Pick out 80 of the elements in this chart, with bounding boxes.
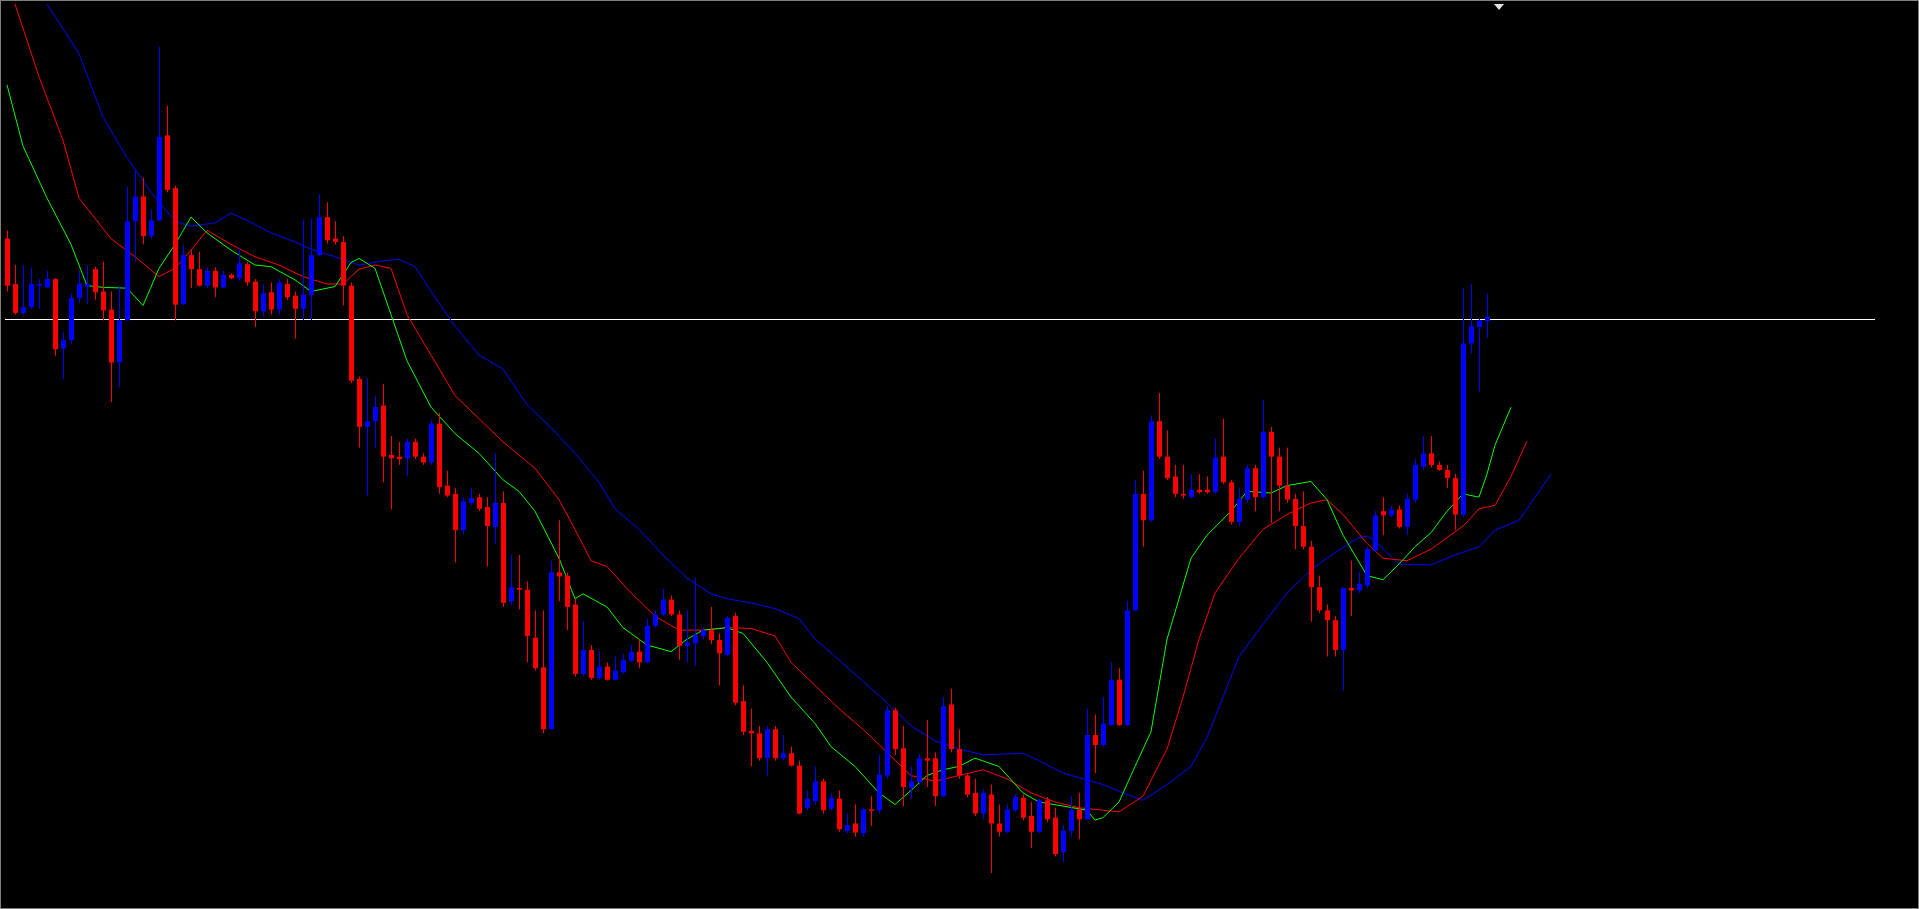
candlestick: [597, 650, 602, 681]
candlestick: [261, 283, 266, 318]
candlestick: [245, 261, 250, 287]
candlestick: [717, 632, 722, 686]
candlestick: [101, 261, 106, 321]
candlestick: [365, 377, 370, 496]
candlestick: [965, 772, 970, 798]
candlestick: [1397, 504, 1402, 530]
candlestick: [29, 267, 34, 310]
candlestick: [509, 554, 514, 606]
candlestick: [149, 209, 154, 240]
candlestick: [197, 251, 202, 288]
candlestick: [61, 331, 66, 380]
candlestick: [1485, 293, 1490, 339]
candlestick: [85, 264, 90, 305]
candlestick: [21, 264, 26, 316]
candlestick: [709, 606, 714, 645]
candlestick: [1381, 496, 1386, 536]
candlestick: [909, 765, 914, 800]
candlestick: [813, 765, 818, 805]
candlestick: [413, 438, 418, 460]
candlestick: [1421, 435, 1426, 471]
candlestick: [373, 395, 378, 449]
candlestick: [581, 620, 586, 677]
candlestick: [845, 813, 850, 834]
candlestick: [405, 438, 410, 477]
candlestick: [869, 795, 874, 827]
candlestick: [1357, 571, 1362, 594]
candlestick: [93, 266, 98, 301]
candlestick: [1285, 447, 1290, 504]
candlestick: [189, 249, 194, 289]
candlestick: [805, 789, 810, 811]
candlestick: [493, 452, 498, 544]
candlestick: [981, 788, 986, 820]
candlestick: [285, 278, 290, 301]
candlestick: [1093, 713, 1098, 774]
candlestick: [605, 661, 610, 682]
candlestick: [1429, 435, 1434, 468]
candlestick: [925, 719, 930, 788]
candlestick: [485, 496, 490, 568]
candlestick: [1237, 487, 1242, 527]
candlestick: [621, 653, 626, 675]
candlestick: [1477, 318, 1482, 392]
candlestick: [205, 267, 210, 289]
candlestick: [613, 656, 618, 682]
candlestick: [213, 267, 218, 298]
candlestick: [1165, 429, 1170, 481]
candlestick: [1173, 464, 1178, 498]
candlestick: [1445, 464, 1450, 489]
candlestick: [973, 778, 978, 817]
candlestick: [269, 281, 274, 316]
candlestick: [1069, 795, 1074, 838]
candlestick: [1029, 801, 1034, 849]
candlestick: [669, 594, 674, 617]
candlestick: [861, 807, 866, 838]
candlestick: [853, 803, 858, 838]
candlestick: [1317, 575, 1322, 614]
candlestick: [237, 248, 242, 282]
candlestick: [557, 519, 562, 602]
candlestick: [301, 219, 306, 321]
candlestick: [1325, 604, 1330, 658]
candlestick: [325, 201, 330, 245]
candlestick: [517, 554, 522, 610]
candlestick: [637, 638, 642, 669]
candlestick: [693, 577, 698, 667]
candlestick: [1469, 283, 1474, 354]
candlestick: [445, 470, 450, 498]
candlestick: [1061, 824, 1066, 863]
candlestick: [1101, 696, 1106, 748]
candlestick: [997, 803, 1002, 838]
candlestick: [781, 734, 786, 762]
candlestick: [917, 753, 922, 786]
candlestick: [661, 588, 666, 617]
candlestick: [1021, 794, 1026, 821]
candlestick: [293, 290, 298, 340]
candlestick: [1189, 473, 1194, 500]
candlestick: [37, 278, 42, 310]
candlestick: [1005, 803, 1010, 834]
candlestick: [77, 270, 82, 304]
candlestick: [1301, 490, 1306, 550]
